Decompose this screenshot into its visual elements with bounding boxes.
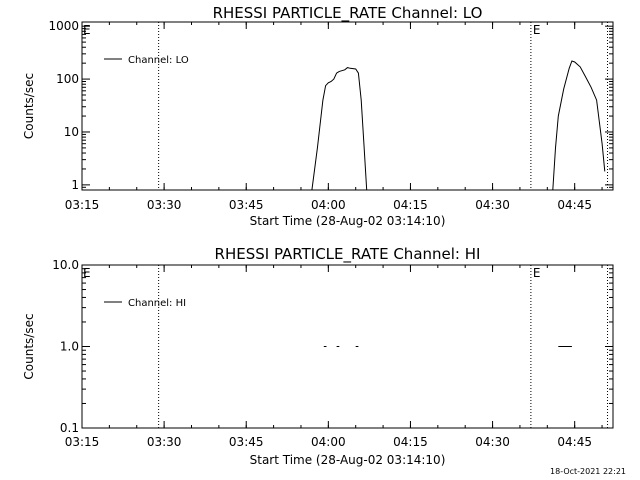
x-tick-label: 03:15 — [65, 198, 100, 212]
series-line-segment — [552, 60, 606, 191]
x-tick-label: 03:30 — [147, 435, 182, 449]
y-axis-label: Counts/sec — [22, 313, 36, 379]
timestamp-footer: 18-Oct-2021 22:21 — [550, 467, 626, 476]
legend-label: Channel: HI — [128, 298, 186, 309]
y-tick-label: 100 — [56, 72, 79, 86]
event-marker-label: E — [533, 266, 541, 280]
x-tick-label: 03:45 — [229, 435, 264, 449]
plot-hi-channel: RHESSI PARTICLE_RATE Channel: HI 03:15 03:… — [22, 245, 614, 467]
y-axis-label: Counts/sec — [22, 73, 36, 139]
event-marker-label: E — [533, 23, 541, 37]
legend-label: Channel: LO — [128, 55, 189, 66]
x-tick-label: 04:30 — [475, 435, 510, 449]
x-axis-label: Start Time (28-Aug-02 03:14:10) — [250, 214, 446, 228]
x-tick-label: 03:45 — [229, 198, 264, 212]
x-tick-label: 03:30 — [147, 198, 182, 212]
chart-title: RHESSI PARTICLE_RATE Channel: LO — [213, 4, 483, 23]
plot-frame — [81, 21, 614, 191]
plot-lo-channel: RHESSI PARTICLE_RATE Channel: LO 03:15 03:… — [22, 4, 614, 228]
y-tick-label: 10 — [64, 125, 79, 139]
x-tick-label: 04:00 — [311, 198, 346, 212]
y-tick-label: 1 — [71, 178, 79, 192]
x-tick-label: 04:00 — [311, 435, 346, 449]
x-axis-label: Start Time (28-Aug-02 03:14:10) — [250, 453, 446, 467]
series-line-segment — [311, 67, 368, 191]
corner-mark-label: E — [83, 266, 91, 280]
y-tick-label: 1000 — [48, 19, 79, 33]
y-tick-label: 0.1 — [60, 421, 79, 435]
plot-frame — [81, 264, 614, 429]
x-tick-label: 04:30 — [475, 198, 510, 212]
x-tick-label: 04:45 — [557, 198, 592, 212]
x-tick-label: 04:45 — [557, 435, 592, 449]
x-tick-label: 04:15 — [393, 435, 428, 449]
corner-mark-label: E — [83, 23, 91, 37]
x-tick-label: 03:15 — [65, 435, 100, 449]
x-tick-label: 04:15 — [393, 198, 428, 212]
y-tick-label: 10.0 — [52, 258, 79, 272]
y-tick-label: 1.0 — [60, 340, 79, 354]
chart-title: RHESSI PARTICLE_RATE Channel: HI — [215, 245, 481, 264]
